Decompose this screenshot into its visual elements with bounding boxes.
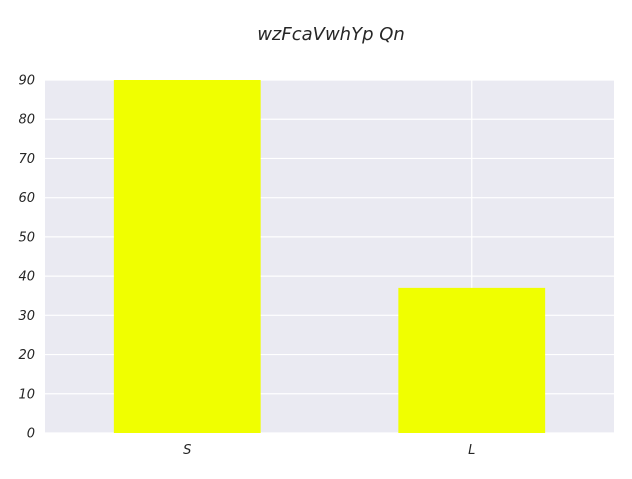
y-tick-label: 0 [27, 427, 35, 442]
y-tick-label: 90 [18, 74, 35, 89]
y-tick-label: 20 [18, 348, 35, 363]
bars [113, 80, 546, 433]
x-tick-label: S [183, 443, 191, 458]
y-axis-ticks: 0 10 20 30 40 50 60 70 80 90 [18, 74, 35, 442]
y-tick-label: 80 [18, 113, 35, 128]
chart-title: wzFcaVwhYp Qn [257, 24, 405, 45]
y-tick-label: 10 [18, 387, 35, 402]
y-tick-label: 30 [18, 309, 35, 324]
y-tick-label: 60 [18, 191, 35, 206]
x-tick-label: L [468, 443, 475, 458]
bar-S [113, 80, 261, 433]
y-tick-label: 40 [18, 270, 35, 285]
bar-L [398, 287, 546, 433]
y-tick-label: 70 [18, 152, 35, 167]
y-tick-label: 50 [18, 230, 35, 245]
